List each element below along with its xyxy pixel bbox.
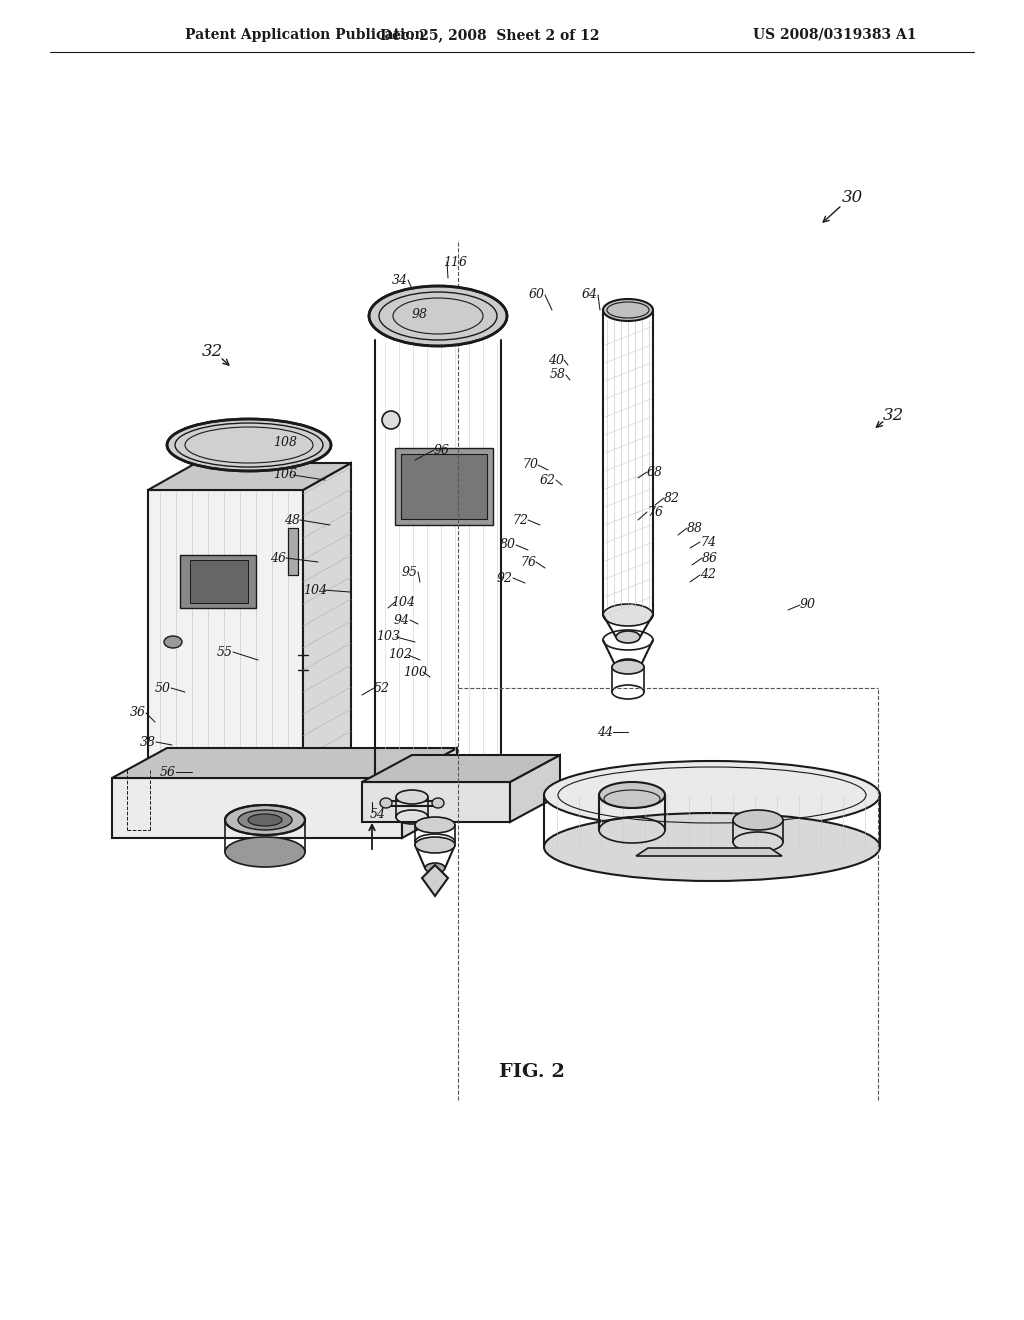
Text: 58: 58 — [550, 368, 566, 381]
Polygon shape — [401, 454, 487, 519]
Text: 50: 50 — [155, 681, 171, 694]
Text: 54: 54 — [370, 808, 386, 821]
Text: 100: 100 — [403, 665, 427, 678]
Text: 76: 76 — [647, 506, 663, 519]
Ellipse shape — [616, 631, 640, 643]
Ellipse shape — [238, 810, 292, 830]
Polygon shape — [636, 847, 782, 855]
Text: 94: 94 — [394, 614, 410, 627]
Text: 76: 76 — [520, 556, 536, 569]
Polygon shape — [148, 490, 303, 780]
Text: 96: 96 — [434, 444, 450, 457]
Ellipse shape — [612, 660, 644, 675]
Text: 90: 90 — [800, 598, 816, 611]
Ellipse shape — [603, 605, 653, 626]
Polygon shape — [303, 463, 351, 780]
Ellipse shape — [396, 789, 428, 804]
Ellipse shape — [248, 814, 282, 826]
Text: 104: 104 — [391, 595, 415, 609]
Text: 72: 72 — [512, 513, 528, 527]
Polygon shape — [112, 748, 457, 777]
Text: US 2008/0319383 A1: US 2008/0319383 A1 — [754, 28, 916, 42]
Polygon shape — [180, 554, 256, 609]
Polygon shape — [288, 528, 298, 576]
Text: 86: 86 — [702, 552, 718, 565]
Text: 88: 88 — [687, 521, 703, 535]
Text: 32: 32 — [883, 407, 903, 424]
Text: 102: 102 — [388, 648, 412, 661]
Text: Patent Application Publication: Patent Application Publication — [185, 28, 425, 42]
Text: 116: 116 — [443, 256, 467, 268]
Text: 92: 92 — [497, 572, 513, 585]
Ellipse shape — [733, 810, 783, 830]
Ellipse shape — [415, 817, 455, 833]
Text: 108: 108 — [273, 436, 297, 449]
Ellipse shape — [225, 837, 305, 867]
Text: 38: 38 — [140, 735, 156, 748]
Text: 80: 80 — [500, 539, 516, 552]
Ellipse shape — [603, 300, 653, 321]
Polygon shape — [362, 755, 560, 781]
Text: 32: 32 — [202, 343, 222, 360]
Text: 46: 46 — [270, 552, 286, 565]
Polygon shape — [148, 463, 351, 490]
Polygon shape — [402, 748, 457, 838]
Text: 70: 70 — [522, 458, 538, 471]
Text: 55: 55 — [217, 645, 233, 659]
Polygon shape — [190, 560, 248, 603]
Text: 103: 103 — [376, 631, 400, 644]
Ellipse shape — [432, 799, 444, 808]
Polygon shape — [510, 755, 560, 822]
Ellipse shape — [380, 799, 392, 808]
Text: 30: 30 — [842, 190, 862, 206]
Text: 62: 62 — [540, 474, 556, 487]
Text: 82: 82 — [664, 491, 680, 504]
Text: 44: 44 — [597, 726, 613, 738]
Text: 42: 42 — [700, 569, 716, 582]
Text: FIG. 2: FIG. 2 — [499, 1063, 565, 1081]
Text: 106: 106 — [273, 469, 297, 482]
Ellipse shape — [369, 286, 507, 346]
Polygon shape — [395, 447, 493, 525]
Text: 104: 104 — [303, 583, 327, 597]
Ellipse shape — [164, 636, 182, 648]
Text: 52: 52 — [374, 681, 390, 694]
Ellipse shape — [225, 805, 305, 836]
Text: 48: 48 — [284, 513, 300, 527]
Text: Dec. 25, 2008  Sheet 2 of 12: Dec. 25, 2008 Sheet 2 of 12 — [380, 28, 600, 42]
Text: 95: 95 — [402, 565, 418, 578]
Polygon shape — [362, 781, 510, 822]
Text: 60: 60 — [529, 289, 545, 301]
Text: 64: 64 — [582, 289, 598, 301]
Ellipse shape — [599, 781, 665, 808]
Text: 40: 40 — [548, 354, 564, 367]
Text: 68: 68 — [647, 466, 663, 479]
Text: 56: 56 — [160, 766, 176, 779]
Polygon shape — [112, 777, 402, 838]
Text: 36: 36 — [130, 706, 146, 719]
Ellipse shape — [415, 837, 455, 853]
Ellipse shape — [382, 411, 400, 429]
Ellipse shape — [544, 762, 880, 829]
Ellipse shape — [425, 863, 445, 873]
Ellipse shape — [167, 418, 331, 471]
Ellipse shape — [544, 813, 880, 880]
Ellipse shape — [375, 772, 501, 808]
Text: 74: 74 — [700, 536, 716, 549]
Polygon shape — [422, 865, 449, 896]
Text: 98: 98 — [412, 309, 428, 322]
Text: 34: 34 — [392, 273, 408, 286]
Ellipse shape — [615, 659, 641, 671]
